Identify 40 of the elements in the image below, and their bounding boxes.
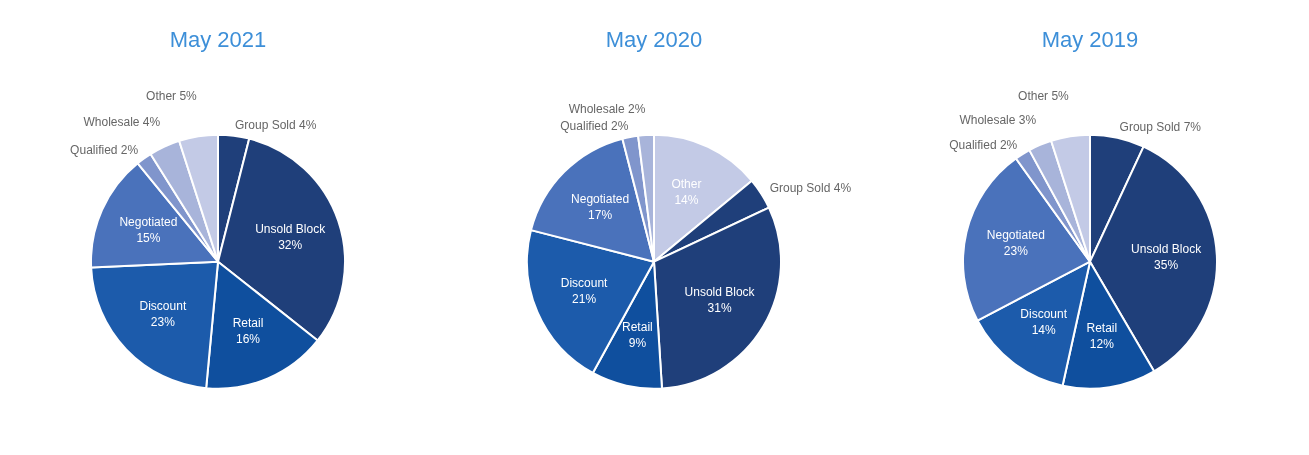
slice-label: Negotiated	[119, 214, 178, 229]
slice-label: Other 5%	[146, 88, 198, 103]
slice-label: Group Sold 4%	[769, 180, 852, 195]
slice-label: Negotiated	[571, 192, 630, 207]
data-label: 31%	[707, 300, 732, 315]
data-label: 21%	[572, 292, 597, 307]
data-label: 14%	[1031, 322, 1057, 337]
slice-label: Qualified 2%	[70, 142, 139, 157]
slice-label: Qualified 2%	[560, 119, 629, 134]
slice-label: Negotiated	[986, 228, 1045, 243]
data-label: 17%	[588, 208, 613, 223]
slice-label: Wholesale 2%	[568, 102, 646, 117]
slice-label: Unsold Block	[255, 221, 327, 236]
slice-label: Retail	[622, 320, 653, 335]
slice-label: Retail	[232, 316, 264, 331]
data-label: 12%	[1089, 337, 1115, 352]
chart-title: May 2021	[169, 27, 267, 53]
slice-label: Qualified 2%	[949, 137, 1018, 152]
data-label: 14%	[674, 193, 699, 208]
data-label: 35%	[1154, 258, 1179, 273]
data-label: 23%	[1003, 244, 1029, 259]
slice-label: Group Sold 7%	[1119, 120, 1202, 135]
chart-title: May 2019	[1041, 27, 1139, 53]
slice-label: Wholesale 3%	[959, 113, 1037, 128]
slice-label: Discount	[1020, 306, 1068, 321]
slice-label: Other	[671, 177, 702, 192]
data-label: 9%	[628, 336, 647, 351]
data-label: 23%	[150, 314, 176, 329]
slice-label: Unsold Block	[684, 284, 756, 299]
data-label: 16%	[235, 332, 261, 347]
slice-label: Other 5%	[1018, 88, 1070, 103]
slice-label: Discount	[560, 276, 609, 291]
slice-label: Wholesale 4%	[83, 114, 161, 129]
slice-label: Retail	[1086, 321, 1118, 336]
slice-label: Discount	[139, 298, 187, 313]
slice-label: Group Sold 4%	[235, 118, 317, 133]
data-label: 15%	[136, 230, 161, 245]
chart-title: May 2020	[605, 27, 703, 53]
slice-label: Unsold Block	[1131, 242, 1203, 257]
data-label: 32%	[278, 237, 303, 252]
